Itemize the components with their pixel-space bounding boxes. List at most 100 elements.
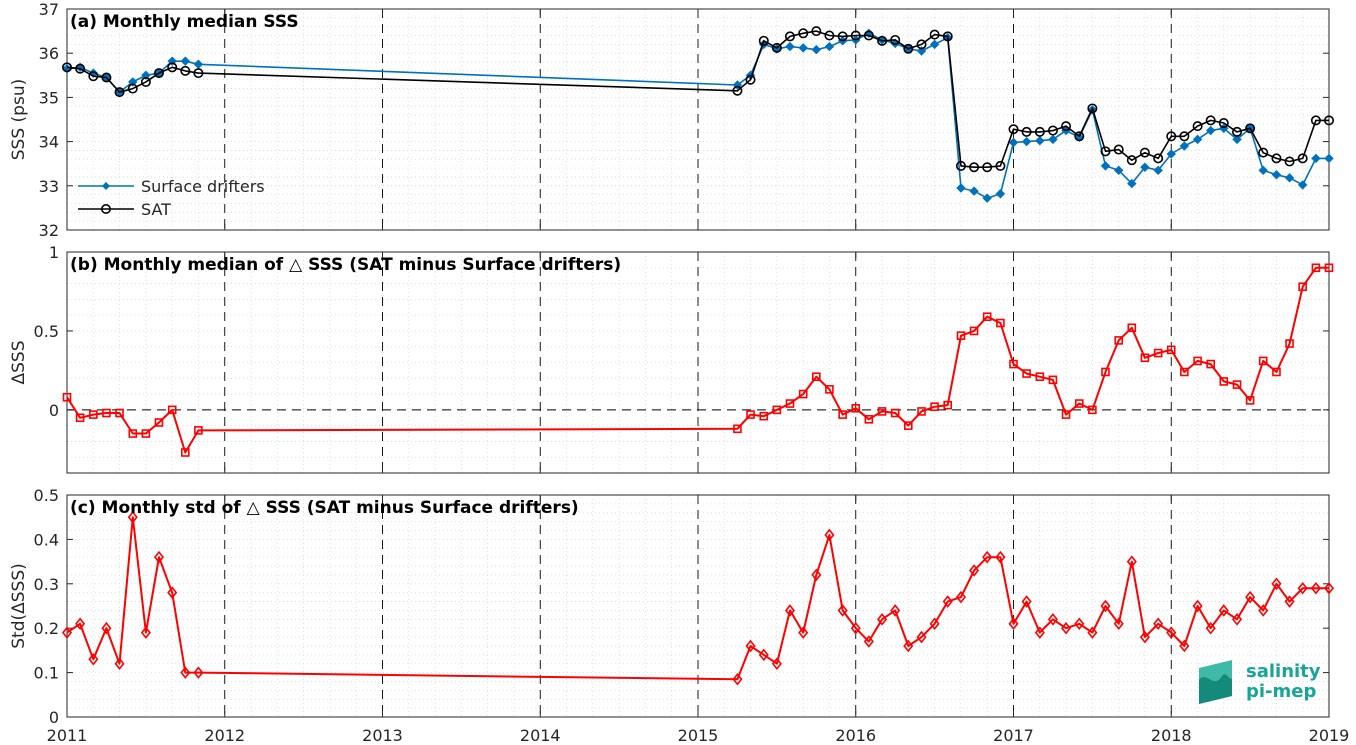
data-point [930,402,939,412]
data-point [140,626,151,639]
axes-frame [66,251,1330,474]
data-point [771,42,782,53]
data-point [850,30,861,41]
data-point [824,528,835,542]
legend: Surface drifters SAT [78,177,265,219]
data-point [1245,396,1255,405]
data-point [877,613,888,626]
data-point [1311,153,1321,164]
series-line [66,266,1329,454]
data-point [745,639,756,653]
data-point [102,408,111,418]
data-point [1192,599,1203,613]
data-point [863,30,874,41]
data-point [837,604,848,617]
data-point [1061,621,1072,635]
data-point [1258,356,1268,366]
data-point [929,29,940,40]
y-tick-label: 33 [39,177,59,196]
data-point [128,429,138,438]
data-point [824,41,835,52]
data-point [1100,599,1111,613]
data-point [1074,399,1084,408]
data-point [1074,617,1085,631]
legend-marker [101,204,112,215]
data-point [1153,348,1163,358]
data-point [1192,134,1203,145]
data-point [784,31,795,42]
data-point [1034,626,1045,639]
data-point [733,424,742,434]
y-tick-label: 0.5 [34,322,59,341]
data-point [61,62,72,73]
data-point [969,162,980,173]
data-point [1009,359,1018,369]
data-point [929,39,940,50]
data-point [903,43,914,54]
data-point [1284,156,1295,167]
data-point [1127,323,1137,333]
logo-text-pi-mep: pi-mep [1246,681,1316,702]
data-point [75,617,86,631]
panel-title: (c) Monthly std of △ SSS (SAT minus Surf… [70,498,579,518]
data-point [1297,180,1308,190]
data-point [759,411,769,421]
data-point [772,405,782,415]
data-point [955,160,966,171]
data-point [1021,136,1032,147]
data-point [1192,121,1203,132]
data-point [969,564,980,577]
data-point [785,41,795,52]
data-point [758,35,769,46]
data-point [1232,126,1243,137]
panel-c: 2011 2012 2013 2014 2015 2016 2017 2018 2019 0 0.1… [9,486,1349,745]
data-point [1008,617,1019,631]
data-point [995,550,1006,564]
y-tick-label: 37 [39,0,59,19]
data-point [1271,577,1282,591]
data-point [193,59,204,69]
y-tick-label: 35 [39,88,59,107]
data-point [811,26,822,37]
data-point [180,666,191,679]
data-point [193,68,204,79]
y-axis-label: ΔSSS [9,340,29,384]
y-tick-label: 0 [49,401,59,420]
data-point [114,87,125,98]
data-point [1245,590,1256,604]
data-point [838,410,847,419]
data-point [1047,613,1058,626]
data-point [1232,380,1242,389]
data-point [982,162,993,173]
data-point [62,392,72,402]
data-point [851,403,861,413]
data-point [1100,146,1111,157]
series-0 [62,28,1334,203]
data-point [127,510,138,524]
data-point [1324,115,1335,126]
y-tick-label: 0.5 [34,486,59,505]
data-point [141,70,151,81]
y-tick-label: 1 [49,243,59,262]
x-tick-label: 2012 [204,726,245,745]
data-point [903,639,914,653]
panel-title: (b) Monthly median of △ SSS (SAT minus S… [70,255,621,275]
legend-label: Surface drifters [141,177,265,196]
data-point [798,389,808,399]
y-tick-label: 0.4 [34,530,59,549]
data-point [1298,282,1307,292]
data-point [1140,162,1150,172]
data-point [114,657,125,671]
data-point [1153,165,1163,176]
data-point [1048,134,1058,145]
data-point [1258,147,1269,158]
data-point [61,626,73,639]
axes-frame [66,8,1330,231]
data-point [1324,153,1334,164]
data-point [1179,141,1190,151]
salinity-pi-mep-logo: salinity pi-mep [1199,660,1321,704]
data-point [1088,405,1097,415]
data-point [1323,581,1335,595]
data-point [75,413,85,423]
